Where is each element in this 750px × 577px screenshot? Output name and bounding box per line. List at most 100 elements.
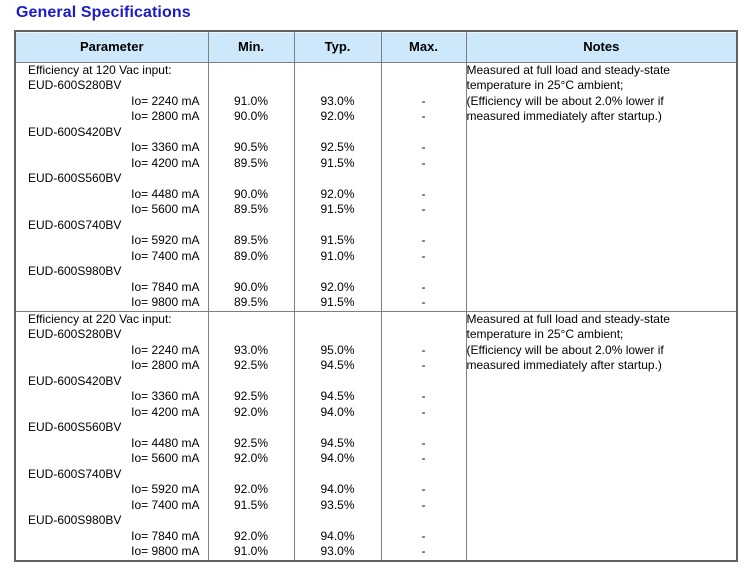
typ-value-cell [293, 171, 382, 187]
table-row: Io= 7400 mA 89.0% 91.0% - [14, 248, 737, 264]
typ-value-cell [293, 311, 382, 327]
table-row: EUD-600S980BV [14, 264, 737, 280]
typ-value-cell: 92.0% [293, 109, 382, 125]
max-value-cell: - [380, 482, 467, 498]
parameter-label-cell: EUD-600S420BV [14, 124, 209, 140]
min-value-cell: 90.0% [207, 109, 295, 125]
table-row: Io= 4480 mA 92.5% 94.5% - [14, 435, 737, 451]
table-row: Io= 5920 mA 92.0% 94.0% - [14, 482, 737, 498]
typ-value-cell [293, 78, 382, 94]
output-current-cell: Io= 4480 mA [14, 435, 209, 451]
parameter-label-cell: EUD-600S980BV [14, 513, 209, 529]
min-value-cell: 89.0% [207, 248, 295, 264]
parameter-label-cell: EUD-600S280BV [14, 78, 209, 94]
max-value-cell: - [380, 233, 467, 249]
max-value-cell: - [380, 109, 467, 125]
min-value-cell: 91.5% [207, 497, 295, 513]
max-value-cell: - [380, 528, 467, 544]
min-value-cell [207, 78, 295, 94]
max-value-cell: - [380, 295, 467, 311]
table-row: Efficiency at 120 Vac input: Measured at … [14, 62, 737, 311]
table-row: EUD-600S560BV [14, 420, 737, 436]
table-row: EUD-600S740BV [14, 466, 737, 482]
parameter-label-cell: EUD-600S560BV [14, 171, 209, 187]
max-value-cell [380, 466, 467, 482]
min-value-cell: 89.5% [207, 295, 295, 311]
table-row: Io= 9800 mA 91.0% 93.0% - [14, 544, 737, 561]
table-row: Io= 5600 mA 92.0% 94.0% - [14, 451, 737, 467]
min-value-cell [207, 171, 295, 187]
notes-cell: Measured at full load and steady-state t… [465, 62, 737, 311]
min-value-cell: 92.5% [207, 389, 295, 405]
header-row: Parameter Min. Typ. Max. Notes [14, 30, 738, 63]
table-row: Io= 2240 mA 93.0% 95.0% - [14, 342, 737, 358]
min-value-cell: 92.0% [207, 404, 295, 420]
table-row: Io= 4200 mA 89.5% 91.5% - [14, 155, 737, 171]
parameter-label-cell: EUD-600S280BV [14, 327, 209, 343]
parameter-label-cell: EUD-600S980BV [14, 264, 209, 280]
max-value-cell [380, 264, 467, 280]
max-value-cell: - [380, 155, 467, 171]
typ-value-cell [293, 466, 382, 482]
max-value-cell: - [380, 279, 467, 295]
typ-value-cell [293, 513, 382, 529]
output-current-cell: Io= 4200 mA [14, 404, 209, 420]
max-value-cell: - [380, 358, 467, 374]
min-value-cell [207, 327, 295, 343]
typ-value-cell: 94.0% [293, 404, 382, 420]
min-value-cell [207, 124, 295, 140]
max-value-cell: - [380, 186, 467, 202]
max-value-cell: - [380, 140, 467, 156]
min-value-cell: 90.0% [207, 279, 295, 295]
typ-value-cell: 94.5% [293, 389, 382, 405]
output-current-cell: Io= 5920 mA [14, 482, 209, 498]
typ-value-cell: 92.0% [293, 279, 382, 295]
parameter-label-cell: Efficiency at 220 Vac input: [14, 311, 209, 327]
max-value-cell [380, 78, 467, 94]
min-value-cell: 93.0% [207, 342, 295, 358]
max-value-cell [380, 124, 467, 140]
min-value-cell [207, 420, 295, 436]
parameter-label-cell: EUD-600S740BV [14, 466, 209, 482]
min-value-cell [207, 264, 295, 280]
table-row: Io= 5920 mA 89.5% 91.5% - [14, 233, 737, 249]
output-current-cell: Io= 2800 mA [14, 358, 209, 374]
min-value-cell: 92.5% [207, 435, 295, 451]
min-value-cell: 91.0% [207, 544, 295, 561]
table-header: Parameter Min. Typ. Max. Notes [14, 30, 738, 63]
min-value-cell: 89.5% [207, 233, 295, 249]
max-value-cell [380, 217, 467, 233]
parameter-label-cell: Efficiency at 120 Vac input: [14, 62, 209, 78]
max-value-cell [380, 327, 467, 343]
section-efficiency-220vac: Efficiency at 220 Vac input: Measured at … [14, 311, 737, 561]
typ-value-cell: 92.5% [293, 140, 382, 156]
max-value-cell: - [380, 202, 467, 218]
min-value-cell [207, 217, 295, 233]
typ-value-cell: 94.0% [293, 528, 382, 544]
table-row: Io= 2240 mA 91.0% 93.0% - [14, 93, 737, 109]
col-header-parameter: Parameter [14, 30, 209, 63]
table-row: Io= 7400 mA 91.5% 93.5% - [14, 497, 737, 513]
min-value-cell [207, 373, 295, 389]
max-value-cell [380, 373, 467, 389]
min-value-cell [207, 513, 295, 529]
typ-value-cell: 93.5% [293, 497, 382, 513]
output-current-cell: Io= 2240 mA [14, 342, 209, 358]
output-current-cell: Io= 7840 mA [14, 528, 209, 544]
output-current-cell: Io= 4200 mA [14, 155, 209, 171]
max-value-cell [380, 62, 467, 78]
typ-value-cell: 91.0% [293, 248, 382, 264]
max-value-cell: - [380, 342, 467, 358]
max-value-cell: - [380, 451, 467, 467]
output-current-cell: Io= 5920 mA [14, 233, 209, 249]
min-value-cell [207, 62, 295, 78]
typ-value-cell: 94.0% [293, 451, 382, 467]
typ-value-cell: 92.0% [293, 186, 382, 202]
typ-value-cell: 91.5% [293, 233, 382, 249]
output-current-cell: Io= 7400 mA [14, 248, 209, 264]
max-value-cell [380, 311, 467, 327]
table-row: Efficiency at 220 Vac input: Measured at … [14, 311, 737, 561]
max-value-cell: - [380, 435, 467, 451]
min-value-cell [207, 311, 295, 327]
max-value-cell [380, 171, 467, 187]
